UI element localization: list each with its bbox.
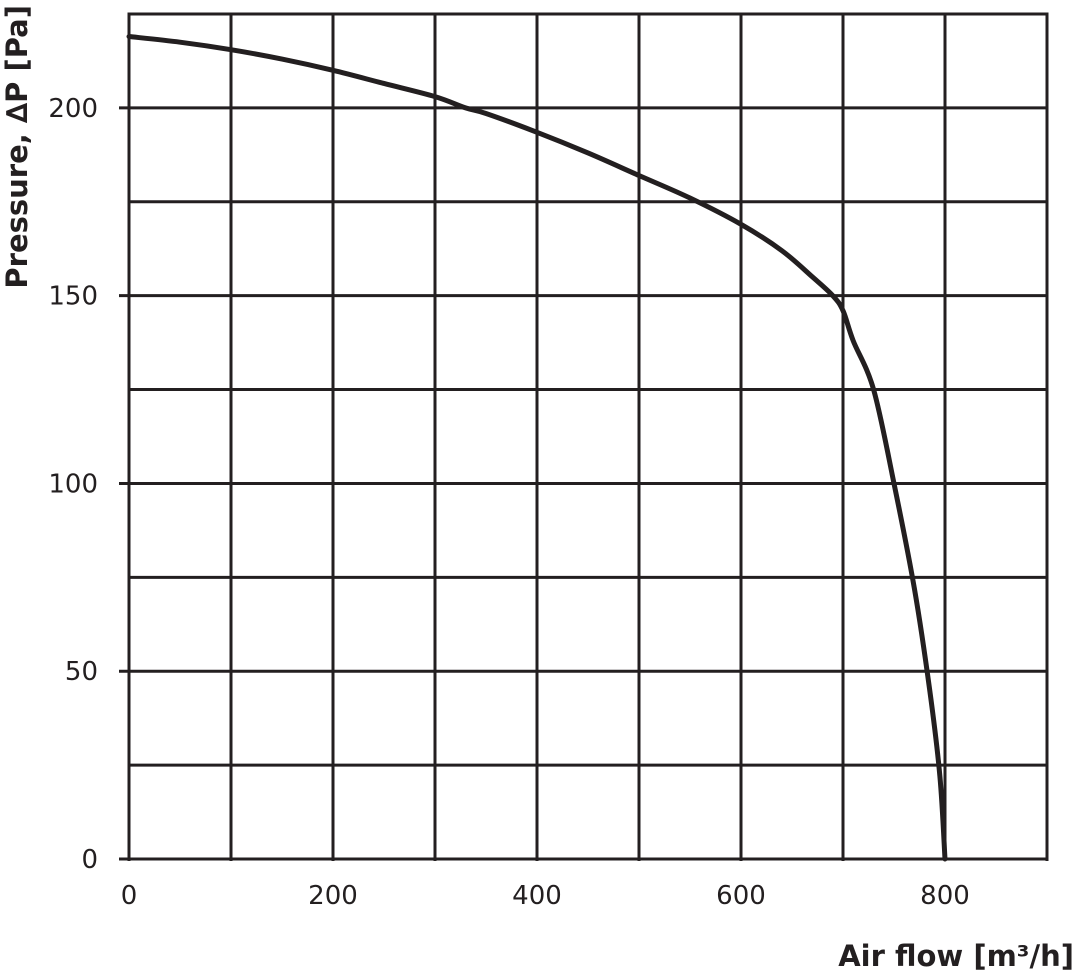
x-tick-label: 0 xyxy=(121,881,138,911)
plot-frame xyxy=(127,12,1049,861)
y-tick-label: 100 xyxy=(48,469,98,499)
pressure-curve xyxy=(126,34,948,862)
y-tick-label: 200 xyxy=(48,94,98,124)
y-tick-label: 0 xyxy=(81,845,98,875)
x-axis-title: Air flow [m³/h] xyxy=(838,939,1074,973)
y-axis-ticks: 0 50 100 150 200 xyxy=(48,94,98,875)
y-tick-label: 150 xyxy=(48,282,98,312)
x-tick-label: 400 xyxy=(512,881,562,911)
y-tick-label: 50 xyxy=(65,657,98,687)
x-axis-ticks: 0 200 400 600 800 xyxy=(121,881,970,911)
x-tick-label: 800 xyxy=(920,881,970,911)
x-tick-label: 600 xyxy=(716,881,766,911)
y-axis-title: Pressure, ∆P [Pa] xyxy=(0,5,34,289)
x-tick-label: 200 xyxy=(308,881,358,911)
curve-layer xyxy=(126,34,948,862)
grid xyxy=(119,12,1049,861)
